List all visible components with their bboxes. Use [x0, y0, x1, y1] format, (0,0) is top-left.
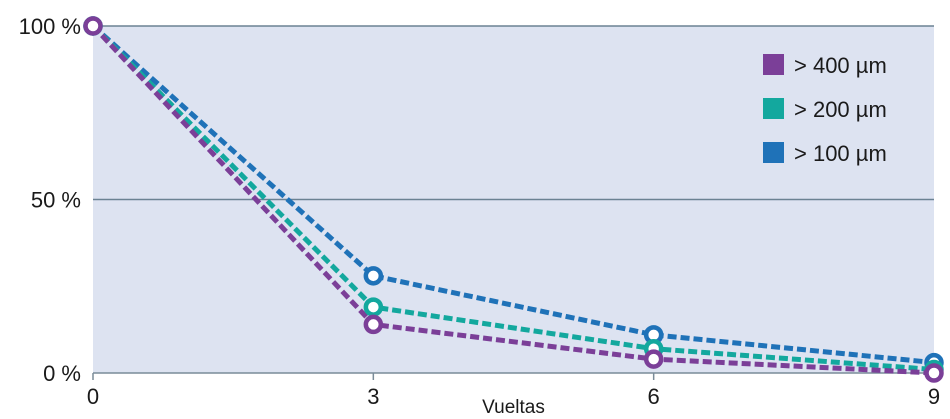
x-axis-title: Vueltas — [482, 397, 545, 418]
legend: > 400 µm > 200 µm > 100 µm — [763, 53, 887, 166]
series-points — [83, 16, 944, 383]
y-tick-label: 100 % — [19, 14, 81, 39]
data-point — [83, 16, 103, 36]
legend-label: > 200 µm — [794, 97, 887, 122]
y-tick-label: 0 % — [43, 361, 81, 386]
series-line — [91, 24, 935, 376]
legend-label: > 100 µm — [794, 141, 887, 166]
legend-swatch — [763, 98, 784, 119]
data-point — [363, 314, 384, 335]
x-tick-label: 6 — [648, 384, 660, 409]
data-point — [363, 297, 384, 317]
data-point — [363, 266, 384, 286]
x-tick-label: 3 — [367, 384, 379, 409]
legend-swatch — [763, 54, 784, 75]
series-line — [91, 24, 935, 373]
series-line — [91, 24, 935, 366]
legend-swatch — [763, 142, 784, 163]
gridlines — [93, 25, 934, 201]
x-tick-label: 9 — [928, 384, 940, 409]
y-tick-label: 50 % — [31, 188, 81, 213]
x-tick-label: 0 — [87, 384, 99, 409]
data-point — [643, 349, 664, 369]
y-tick-labels: 100 % 50 % 0 % — [19, 14, 81, 386]
legend-label: > 400 µm — [794, 53, 887, 78]
x-tick-labels: 0 3 6 9 — [87, 373, 940, 409]
data-point — [924, 363, 944, 383]
series-lines — [91, 24, 935, 376]
